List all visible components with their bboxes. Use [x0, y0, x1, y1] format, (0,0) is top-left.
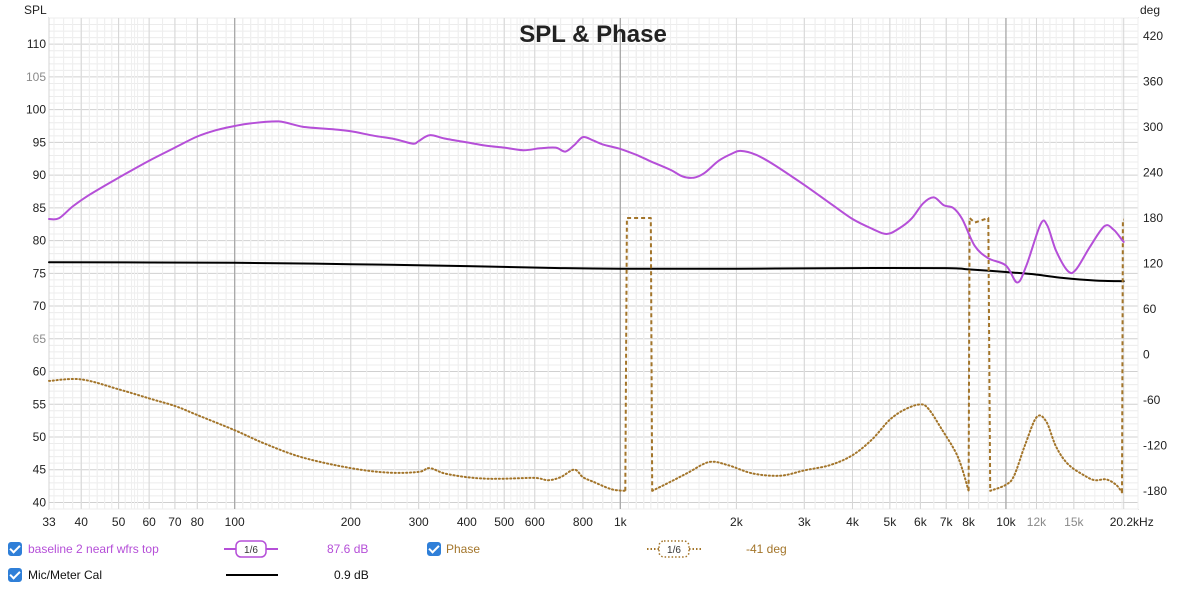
y-axis-right-label: deg	[1140, 3, 1160, 17]
spl-phase-chart: 33 40 50 60 70 80 100 200 300 400 500 600 800 1k 2k 3k 4…	[24, 3, 1167, 529]
mic-meter-cal-line	[48, 261, 1125, 283]
x-tick-label: 600	[525, 515, 545, 529]
baseline-swatch[interactable]: 1/6	[222, 539, 282, 559]
y-right-tick-label: 60	[1143, 302, 1157, 316]
mic-cal-swatch[interactable]	[222, 565, 282, 585]
phase-smoothing: 1/6	[667, 545, 681, 556]
y-right-tick-label: 240	[1143, 166, 1163, 180]
y-left-tick-label: 65	[33, 332, 47, 346]
y-right-tick-label: 300	[1143, 120, 1163, 134]
y-left-tick-label: 55	[33, 397, 47, 411]
y-left-tick-label: 80	[33, 234, 47, 248]
baseline-label: baseline 2 nearf wfrs top	[28, 542, 159, 556]
baseline-smoothing: 1/6	[244, 545, 258, 556]
x-tick-label: 50	[112, 515, 126, 529]
phase-wrapped-line	[624, 217, 654, 491]
x-tick-label: 1k	[614, 515, 628, 529]
y-left-tick-label: 95	[33, 135, 47, 149]
y-right-tick-label: 0	[1143, 347, 1150, 361]
y-left-tick-label: 100	[26, 103, 46, 117]
y-left-tick-label: 45	[33, 463, 47, 477]
x-tick-label: 4k	[846, 515, 860, 529]
legend-row-1: baseline 2 nearf wfrs top 1/6 87.6 dB Ph…	[0, 539, 1200, 559]
x-tick-label: 2k	[730, 515, 744, 529]
x-tick-label: 200	[341, 515, 361, 529]
chart-title: SPL & Phase	[519, 21, 667, 48]
baseline-value: 87.6 dB	[327, 542, 369, 556]
phase-value: -41 deg	[746, 542, 787, 556]
x-tick-label: 15k	[1064, 515, 1084, 529]
baseline-2-nearf-wfrs-top-line	[48, 120, 1125, 284]
x-tick-label: 40	[75, 515, 89, 529]
x-tick-label: 7k	[940, 515, 954, 529]
x-tick-label: 300	[409, 515, 429, 529]
mic-cal-checkbox[interactable]	[8, 568, 22, 582]
baseline-checkbox[interactable]	[8, 542, 22, 556]
x-tick-label: 400	[457, 515, 477, 529]
y-right-tick-label: 180	[1143, 211, 1163, 225]
y-right-tick-label: 360	[1143, 75, 1163, 89]
x-tick-label: 12k	[1027, 515, 1047, 529]
x-tick-label: 6k	[914, 515, 928, 529]
phase-wrapped-3-line	[1121, 218, 1124, 493]
legend: baseline 2 nearf wfrs top 1/6 87.6 dB Ph…	[0, 536, 1200, 593]
y-left-tick-label: 40	[33, 495, 47, 509]
x-tick-label: 3k	[798, 515, 812, 529]
x-tick-label: 70	[168, 515, 182, 529]
plot-area	[48, 120, 1125, 494]
y-left-tick-label: 75	[33, 266, 47, 280]
legend-row-2: Mic/Meter Cal 0.9 dB	[0, 565, 1200, 585]
phase-cont-line	[651, 403, 970, 492]
phase-label: Phase	[446, 542, 481, 556]
x-tick-label: 5k	[884, 515, 898, 529]
phase-swatch[interactable]: 1/6	[645, 539, 705, 559]
x-tick-label: 60	[142, 515, 156, 529]
phase-line	[48, 378, 627, 492]
y-right-tick-label: 420	[1143, 29, 1163, 43]
x-tick-label: 80	[191, 515, 205, 529]
x-tick-label: 10k	[996, 515, 1016, 529]
x-tick-label: 500	[494, 515, 514, 529]
x-tick-label: 33	[42, 515, 56, 529]
axes: 33 40 50 60 70 80 100 200 300 400 500 600 800 1k 2k 3k 4…	[26, 29, 1167, 529]
phase-checkbox[interactable]	[427, 542, 441, 556]
phase-cont-2-line	[989, 414, 1123, 494]
x-tick-label: 100	[225, 515, 245, 529]
y-left-tick-label: 70	[33, 299, 47, 313]
y-left-tick-label: 105	[26, 70, 46, 84]
y-right-tick-label: -180	[1143, 484, 1167, 498]
y-left-tick-label: 90	[33, 168, 47, 182]
y-axis-left-label: SPL	[24, 3, 47, 17]
y-left-tick-label: 85	[33, 201, 47, 215]
y-left-tick-label: 50	[33, 430, 47, 444]
x-tick-label: 8k	[962, 515, 976, 529]
y-right-tick-label: -120	[1143, 438, 1167, 452]
x-tick-label: 20.2kHz	[1110, 515, 1154, 529]
mic-cal-label: Mic/Meter Cal	[28, 568, 103, 582]
y-right-tick-label: 120	[1143, 257, 1163, 271]
mic-cal-value: 0.9 dB	[334, 568, 369, 582]
y-right-tick-label: -60	[1143, 393, 1161, 407]
y-left-tick-label: 60	[33, 365, 47, 379]
y-left-tick-label: 110	[27, 37, 46, 51]
x-tick-label: 800	[573, 515, 593, 529]
